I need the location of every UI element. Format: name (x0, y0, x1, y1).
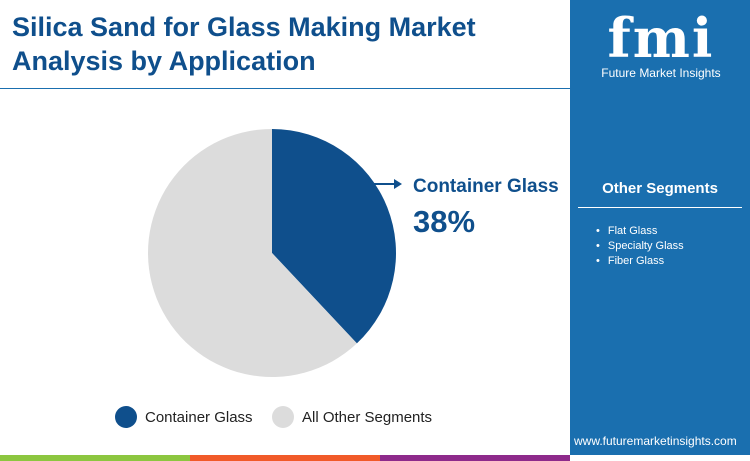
legend-item-other: All Other Segments (272, 406, 432, 428)
legend-swatch (272, 406, 294, 428)
other-segments-list: Flat Glass Specialty Glass Fiber Glass (596, 224, 684, 269)
callout-arrow-icon (372, 179, 402, 189)
title-divider (0, 88, 570, 89)
website-link[interactable]: www.futuremarketinsights.com (574, 434, 737, 448)
footer-bar-purple (380, 455, 570, 461)
callout-label: Container Glass (413, 176, 559, 197)
sidebar: fmi Future Market Insights Other Segment… (570, 0, 750, 455)
legend-swatch (115, 406, 137, 428)
legend-label: Container Glass (145, 408, 253, 426)
sidebar-divider (578, 207, 742, 208)
footer-bar-orange (190, 455, 380, 461)
page-title: Silica Sand for Glass Making Market Anal… (12, 12, 476, 76)
list-item: Specialty Glass (596, 239, 684, 254)
other-segments-heading: Other Segments (602, 180, 718, 197)
logo-subtitle: Future Market Insights (601, 66, 721, 80)
fmi-logo: fmi Future Market Insights (596, 10, 726, 80)
pie-chart (147, 129, 396, 377)
logo-mark: fmi (607, 6, 715, 70)
legend-item-container-glass: Container Glass (115, 406, 253, 428)
list-item: Flat Glass (596, 224, 684, 239)
list-item: Fiber Glass (596, 254, 684, 269)
footer-bar-green (0, 455, 190, 461)
callout-value: 38% (413, 204, 476, 239)
pie-slice-all-other-segments (147, 129, 357, 377)
legend-label: All Other Segments (302, 408, 433, 426)
pie-slice-container-glass (272, 129, 396, 344)
